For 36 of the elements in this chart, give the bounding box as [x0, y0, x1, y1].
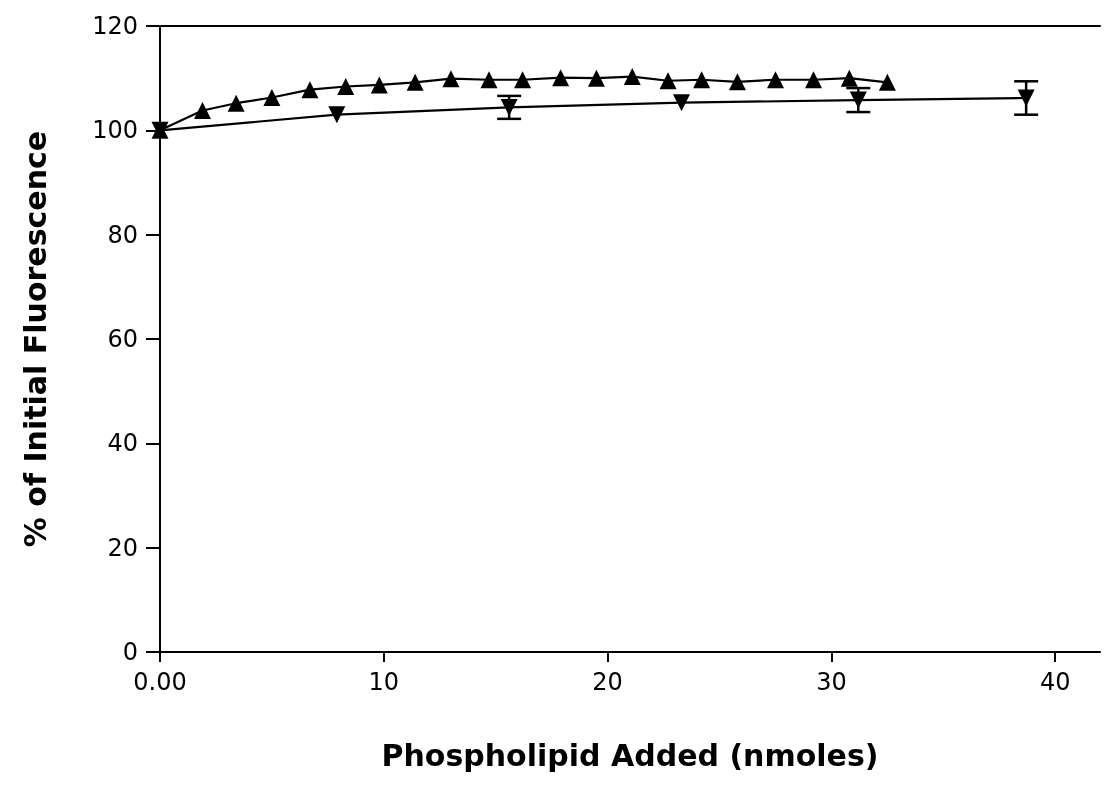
point: [301, 81, 319, 99]
point: [406, 73, 424, 91]
x-tick-label: 10: [368, 668, 400, 696]
point: [552, 69, 570, 87]
y-tick-label: 60: [107, 325, 138, 353]
y-tick-label: 80: [107, 220, 138, 249]
point: [480, 71, 498, 89]
point: [878, 73, 896, 91]
point: [840, 69, 858, 87]
point: [623, 68, 641, 86]
x-tick-label: 0.00: [133, 668, 187, 696]
y-tick-label: 20: [107, 533, 138, 562]
point: [263, 88, 281, 106]
y-axis-title: % of Initial Fluorescence: [17, 130, 53, 548]
x-axis-title: Phospholipid Added (nmoles): [381, 737, 879, 773]
x-tick-label: 40: [1039, 668, 1071, 696]
point: [442, 70, 460, 88]
point: [766, 71, 784, 89]
point: [672, 94, 690, 112]
point: [370, 76, 388, 94]
x-tick-label: 30: [816, 668, 847, 696]
y-tick-label: 100: [92, 116, 138, 145]
point: [805, 71, 823, 89]
point: [728, 73, 746, 91]
point: [328, 106, 346, 124]
y-tick-label: 0: [122, 638, 138, 666]
x-tick-label: 20: [592, 668, 623, 696]
point: [693, 71, 711, 89]
point: [227, 94, 245, 112]
y-tick-label: 120: [92, 12, 138, 40]
y-tick-label: 40: [107, 429, 138, 458]
point: [659, 72, 677, 90]
point: [337, 78, 355, 96]
point: [514, 71, 532, 89]
point: [587, 69, 605, 87]
point: [194, 102, 212, 120]
